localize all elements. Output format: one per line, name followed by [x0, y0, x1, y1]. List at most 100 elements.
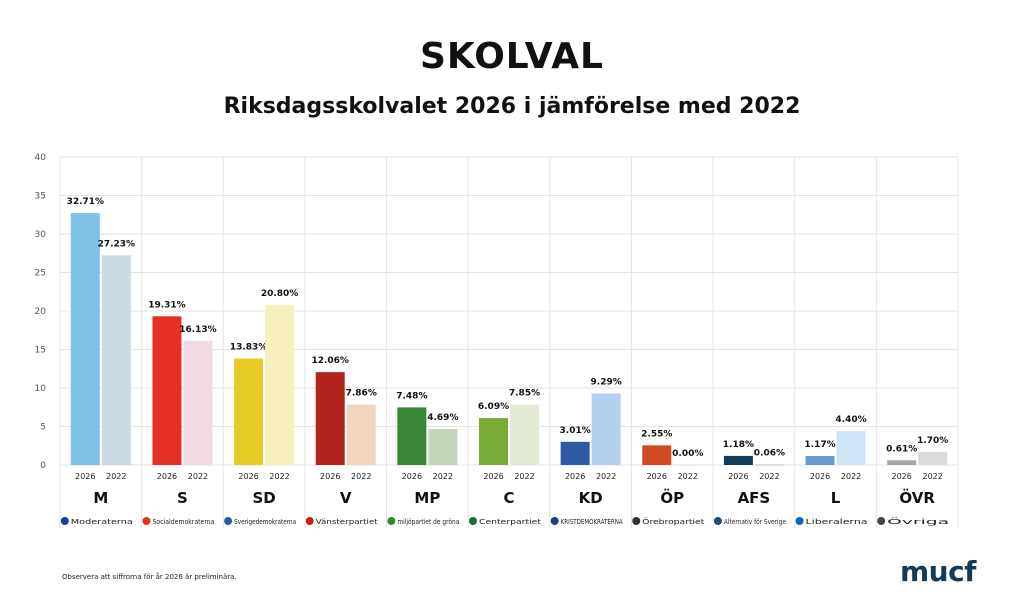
- value-label-2026: 1.18%: [723, 440, 754, 450]
- party-logo-icon: [387, 517, 396, 525]
- value-label-2022: 9.29%: [591, 377, 622, 387]
- bar-2022: [183, 340, 213, 465]
- year-label-2022: 2022: [514, 472, 534, 481]
- party-logo-text: Moderaterna: [71, 518, 133, 526]
- bar-2022: [265, 304, 295, 465]
- party-logo-icon: [224, 517, 233, 525]
- value-label-2026: 7.48%: [396, 391, 427, 401]
- year-label-2026: 2026: [75, 472, 95, 481]
- value-label-2022: 1.70%: [917, 436, 948, 446]
- party-abbreviation: KD: [579, 489, 603, 507]
- party-logo-icon: [60, 517, 69, 525]
- value-label-2026: 3.01%: [560, 426, 591, 436]
- year-label-2022: 2022: [759, 472, 779, 481]
- bar-2026: [234, 358, 264, 465]
- year-label-2026: 2026: [810, 472, 830, 481]
- party-logo-text: Alternativ för Sverige: [724, 518, 786, 526]
- bar-2026: [560, 441, 590, 465]
- year-label-2026: 2026: [647, 472, 667, 481]
- year-label-2022: 2022: [269, 472, 289, 481]
- party-logo-text: KRISTDEMOKRATERNA: [561, 518, 623, 526]
- bar-2022: [428, 428, 458, 465]
- year-label-2026: 2026: [728, 472, 748, 481]
- value-label-2022: 0.00%: [672, 449, 703, 459]
- value-label-2022: 0.06%: [754, 449, 785, 459]
- year-label-2022: 2022: [188, 472, 208, 481]
- value-label-2026: 19.31%: [148, 300, 186, 310]
- party-logo-text: Liberalerna: [806, 518, 868, 526]
- bar-2026: [152, 316, 182, 465]
- party-logo-icon: [713, 517, 722, 525]
- bar-2026: [397, 407, 427, 465]
- bar-chart: 0 5 10 15 20 25 30 35 40 32.71% 27.23% 2026 2022 M Mod…: [35, 153, 959, 528]
- value-label-2022: 16.13%: [179, 325, 217, 335]
- y-tick-label: 30: [35, 230, 47, 240]
- year-label-2026: 2026: [565, 472, 585, 481]
- bar-2026: [887, 460, 917, 465]
- y-tick-label: 15: [35, 346, 46, 356]
- year-label-2026: 2026: [320, 472, 340, 481]
- year-label-2026: 2026: [892, 472, 912, 481]
- year-label-2026: 2026: [402, 472, 422, 481]
- bar-2022: [918, 451, 948, 465]
- year-label-2022: 2022: [596, 472, 616, 481]
- y-tick-label: 25: [35, 269, 46, 279]
- value-label-2022: 7.86%: [346, 388, 377, 398]
- chart-subtitle: Riksdagsskolvalet 2026 i jämförelse med …: [223, 94, 801, 119]
- value-label-2022: 4.40%: [835, 415, 866, 425]
- bar-2022: [591, 393, 621, 465]
- value-label-2026: 32.71%: [67, 197, 105, 207]
- party-abbreviation: MP: [414, 489, 440, 507]
- year-label-2022: 2022: [841, 472, 861, 481]
- party-abbreviation: ÖVR: [899, 488, 935, 507]
- party-abbreviation: ÖP: [660, 488, 684, 507]
- party-logo-icon: [795, 517, 804, 525]
- year-label-2022: 2022: [433, 472, 453, 481]
- party-abbreviation: C: [503, 489, 514, 507]
- bar-2026: [479, 418, 508, 465]
- year-label-2022: 2022: [678, 472, 698, 481]
- party-abbreviation: S: [177, 489, 188, 507]
- party-logo-text: Övriga: [887, 517, 949, 526]
- year-label-2022: 2022: [106, 472, 126, 481]
- bar-2022: [510, 404, 539, 465]
- value-label-2026: 13.83%: [230, 343, 268, 353]
- y-tick-label: 20: [35, 307, 47, 317]
- year-label-2022: 2022: [351, 472, 371, 481]
- party-logo-text: Centerpartiet: [479, 518, 541, 526]
- party-logo-icon: [877, 517, 886, 525]
- bar-2026: [70, 213, 100, 465]
- party-logo-icon: [550, 517, 559, 525]
- y-tick-label: 0: [40, 461, 46, 471]
- footnote: Observera att siffrorna för år 2026 är p…: [62, 573, 237, 581]
- party-abbreviation: V: [340, 489, 352, 507]
- bar-2022: [101, 255, 131, 465]
- value-label-2026: 1.17%: [804, 440, 835, 450]
- value-label-2026: 6.09%: [478, 402, 509, 412]
- party-abbreviation: M: [93, 489, 108, 507]
- party-logo-text: Socialdemokraterna: [152, 518, 214, 526]
- year-label-2026: 2026: [483, 472, 503, 481]
- value-label-2026: 2.55%: [641, 429, 672, 439]
- value-label-2022: 27.23%: [98, 239, 136, 249]
- y-tick-label: 10: [35, 384, 47, 394]
- party-logo-icon: [632, 517, 641, 525]
- year-label-2022: 2022: [923, 472, 943, 481]
- party-logo-icon: [142, 517, 151, 525]
- bar-2026: [805, 455, 835, 465]
- party-logo-text: Vänsterpartiet: [316, 518, 378, 526]
- party-logo-icon: [305, 517, 314, 525]
- party-abbreviation: L: [831, 489, 841, 507]
- bar-2022: [754, 464, 784, 466]
- party-logo-text: Sverigedemokraterna: [234, 518, 296, 526]
- bar-2026: [642, 445, 672, 465]
- party-abbreviation: AFS: [738, 489, 771, 507]
- y-tick-label: 40: [35, 153, 47, 163]
- value-label-2026: 12.06%: [311, 356, 349, 366]
- party-logo-text: miljöpartiet de gröna: [397, 518, 459, 526]
- bar-2022: [836, 431, 866, 465]
- party-logo-icon: [469, 517, 477, 525]
- chart-title: SKOLVAL: [419, 36, 604, 77]
- value-label-2022: 4.69%: [427, 413, 458, 423]
- year-label-2026: 2026: [157, 472, 177, 481]
